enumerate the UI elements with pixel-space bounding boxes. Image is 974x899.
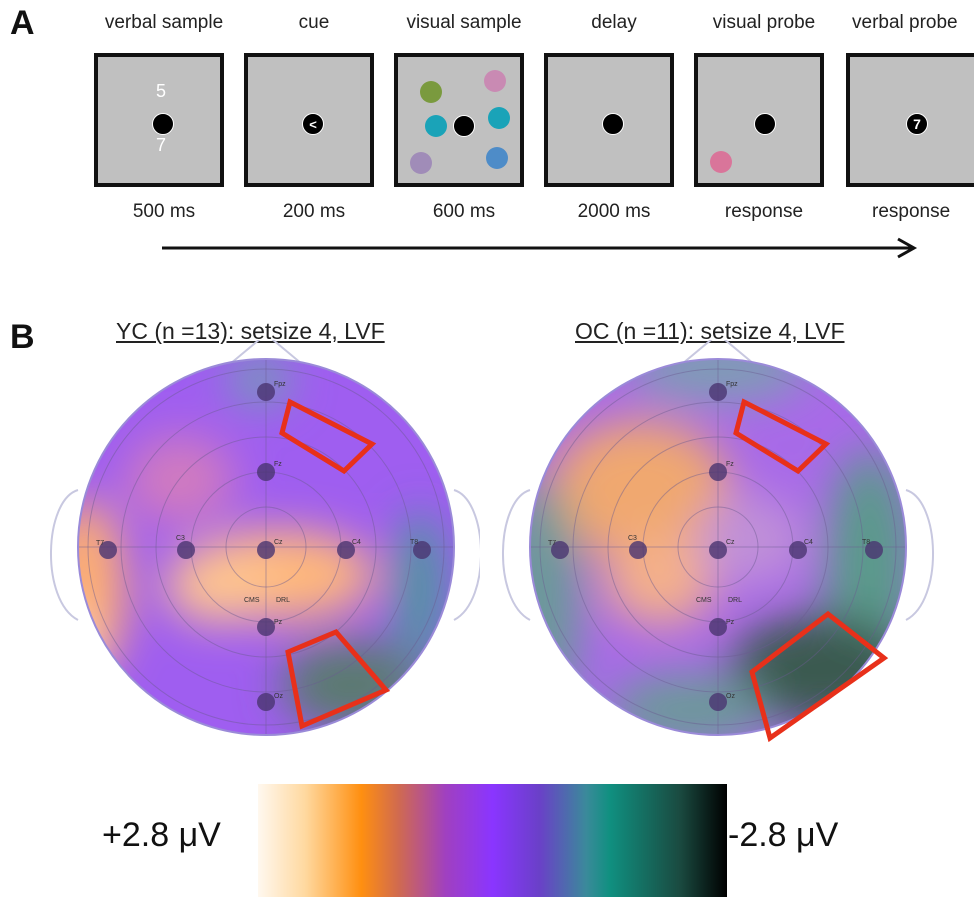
label-t8: T8	[862, 539, 870, 546]
fixation-dot	[602, 113, 624, 135]
label-c4: C4	[804, 539, 813, 546]
screen-verbal-probe: 7	[846, 53, 974, 187]
label-c3: C3	[628, 535, 637, 542]
sample-dot-purple	[410, 152, 432, 174]
probe-digit-dot: 7	[906, 113, 928, 135]
label-t8: T8	[410, 539, 418, 546]
fixation-dot	[453, 115, 475, 137]
label-cms: CMS	[244, 597, 260, 604]
colorbar-min-label: +2.8 μV	[102, 816, 221, 854]
sample-dot-green	[420, 81, 442, 103]
label-pz: Pz	[726, 619, 735, 626]
label-oz: Oz	[726, 693, 735, 700]
electrode-c3	[629, 541, 647, 559]
screen-delay	[544, 53, 674, 187]
roi-frontal-oc	[733, 398, 831, 475]
step-title-visual-sample: visual sample	[406, 12, 522, 33]
electrode-fpz	[709, 383, 727, 401]
label-cms: CMS	[696, 597, 712, 604]
step-title-visual-probe: visual probe	[712, 12, 816, 33]
fixation-dot	[754, 113, 776, 135]
nose	[681, 340, 755, 365]
sample-digit-bottom: 7	[156, 135, 167, 155]
electrode-pz	[257, 618, 275, 636]
colorbar-max-label: -2.8 μV	[728, 816, 839, 854]
duration-cue: 200 ms	[282, 201, 346, 222]
electrode-oz	[257, 693, 275, 711]
electrode-t7	[99, 541, 117, 559]
step-title-delay: delay	[591, 12, 637, 33]
electrode-cz	[709, 541, 727, 559]
screen-visual-probe	[694, 53, 824, 187]
label-c4: C4	[352, 539, 361, 546]
sample-dot-pink	[484, 70, 506, 92]
sample-dot-teal-left	[425, 115, 447, 137]
label-c3: C3	[176, 535, 185, 542]
duration-verbal-sample: 500 ms	[132, 201, 196, 222]
label-drl: DRL	[276, 597, 290, 604]
label-pz: Pz	[274, 619, 283, 626]
head-outline	[529, 358, 907, 736]
label-t7: T7	[96, 540, 104, 547]
colorbar	[258, 784, 727, 897]
step-title-verbal-sample: verbal sample	[104, 12, 224, 33]
electrode-fpz	[257, 383, 275, 401]
nose	[229, 340, 303, 365]
probe-dot-pink	[710, 151, 732, 173]
label-fz: Fz	[726, 461, 734, 468]
roi-parietal-yc	[285, 628, 391, 730]
label-cz: Cz	[726, 539, 735, 546]
electrode-oz	[709, 693, 727, 711]
right-ear	[453, 489, 480, 621]
panel-b-letter: B	[10, 318, 35, 356]
screen-verbal-sample: 5 7	[94, 53, 224, 187]
panel-a-letter: A	[10, 4, 35, 42]
label-cz: Cz	[274, 539, 283, 546]
electrode-fz	[709, 463, 727, 481]
fixation-dot	[152, 113, 174, 135]
map-title-yc: YC (n =13): setsize 4, LVF	[116, 318, 385, 344]
screen-cue: <	[244, 53, 374, 187]
duration-visual-probe: response	[724, 201, 804, 222]
sample-dot-blue	[486, 147, 508, 169]
duration-visual-sample: 600 ms	[432, 201, 496, 222]
label-t7: T7	[548, 540, 556, 547]
electrode-c3	[177, 541, 195, 559]
electrode-pz	[709, 618, 727, 636]
topomap-yc: Fpz Fz T7 C3 Cz C4 T8 CMS DRL Pz Oz	[50, 340, 480, 736]
electrode-t8	[413, 541, 431, 559]
right-ear	[905, 489, 934, 621]
label-drl: DRL	[728, 597, 742, 604]
duration-delay: 2000 ms	[577, 201, 651, 222]
label-fpz: Fpz	[726, 381, 738, 388]
electrode-t7	[551, 541, 569, 559]
time-arrow-head	[897, 237, 918, 259]
electrode-t8	[865, 541, 883, 559]
label-oz: Oz	[274, 693, 283, 700]
step-title-verbal-probe: verbal probe	[852, 12, 958, 33]
roi-frontal-yc	[279, 398, 377, 475]
time-arrow	[162, 237, 918, 259]
left-ear	[502, 489, 531, 621]
roi-parietal-oc	[749, 610, 889, 743]
probe-digit: 7	[913, 116, 921, 132]
topomap-oc: Fpz Fz T7 C3 Cz C4 T8 CMS DRL Pz Oz	[502, 340, 934, 743]
step-title-cue: cue	[298, 12, 330, 33]
screen-visual-sample	[394, 53, 524, 187]
cue-arrow-icon: <	[309, 116, 317, 132]
electrode-c4	[337, 541, 355, 559]
left-ear	[50, 489, 79, 621]
head-outline	[77, 358, 455, 736]
label-fpz: Fpz	[274, 381, 286, 388]
electrode-cz	[257, 541, 275, 559]
duration-verbal-probe: response	[872, 201, 951, 222]
electrode-c4	[789, 541, 807, 559]
sample-digit-top: 5	[156, 81, 167, 101]
cue-arrow-dot: <	[302, 113, 324, 135]
electrode-fz	[257, 463, 275, 481]
sample-dot-teal-right	[488, 107, 510, 129]
label-fz: Fz	[274, 461, 282, 468]
